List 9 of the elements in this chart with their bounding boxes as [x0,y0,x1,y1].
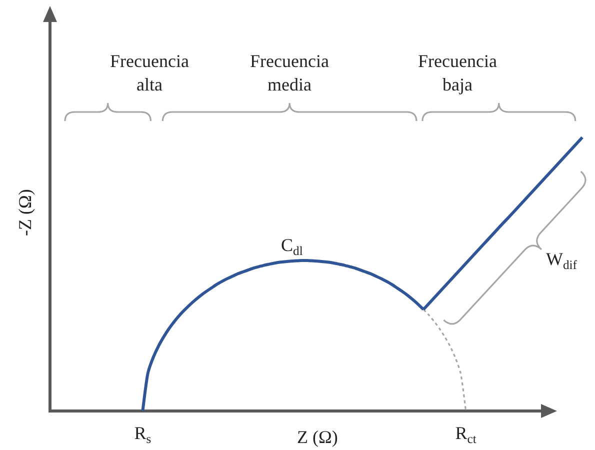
annotation: W$_{dif}$ [546,249,578,272]
x-tick-label: R$_{ct}$ [455,423,477,446]
text: Frecuencia alta [110,51,189,94]
annotation: C$_{dl}$ [281,235,304,258]
x-axis-title: Z (Ω) [297,427,338,447]
y-axis-title: -Z (Ω) [15,189,35,236]
x-tick-label: R$_{s}$ [134,423,152,446]
text: Frecuencia media [250,51,329,94]
text: Frecuencia baja [418,51,497,94]
